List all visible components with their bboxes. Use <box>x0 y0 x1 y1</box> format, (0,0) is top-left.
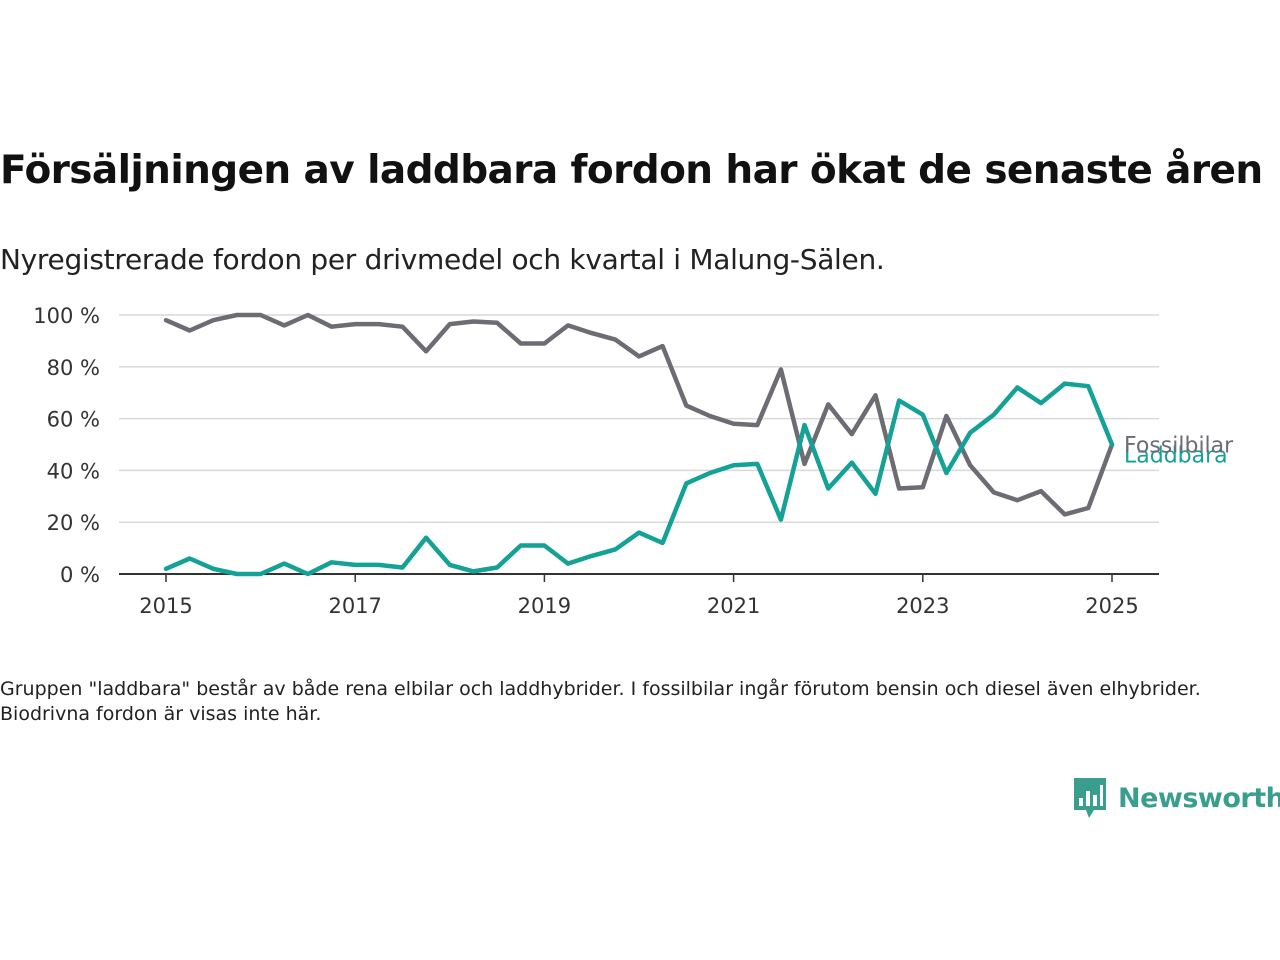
series-lines <box>163 312 1115 577</box>
series-label-fossilbilar: Fossilbilar <box>1124 434 1234 459</box>
footnote: Gruppen "laddbara" består av både rena e… <box>0 678 1201 725</box>
x-tick-label: 2023 <box>896 594 949 618</box>
x-tick-label: 2017 <box>328 594 381 618</box>
x-tick-label: 2015 <box>139 594 192 618</box>
x-tick-label: 2019 <box>518 594 571 618</box>
chart-title: Försäljningen av laddbara fordon har öka… <box>0 148 1263 193</box>
x-tick-label: 2025 <box>1085 594 1138 618</box>
x-axis-ticks: 2015 2017 2019 2021 2023 2025 <box>119 573 1159 618</box>
series-line-fossilbilar <box>163 312 1115 517</box>
y-tick-label: 20 % <box>47 511 100 535</box>
y-tick-label: 80 % <box>47 356 100 380</box>
bar-chart-icon <box>1074 778 1106 818</box>
series-line-laddbara <box>163 381 1115 577</box>
line-chart: 0 % 20 % 40 % 60 % 80 % 100 % 2015 2017 2019 202… <box>33 304 1234 618</box>
y-axis-ticks: 0 % 20 % 40 % 60 % 80 % 100 % <box>33 304 100 587</box>
y-tick-label: 40 % <box>47 459 100 483</box>
y-tick-label: 100 % <box>33 304 100 328</box>
y-tick-label: 0 % <box>60 563 100 587</box>
y-tick-label: 60 % <box>47 408 100 432</box>
x-tick-label: 2021 <box>707 594 760 618</box>
series-label-laddbara: Laddbara <box>1124 444 1228 469</box>
grid-lines <box>119 314 1159 523</box>
brand-name: Newsworthy <box>1118 782 1280 814</box>
chart-subtitle: Nyregistrerade fordon per drivmedel och … <box>0 243 885 276</box>
newsworthy-logo[interactable]: Newsworthy <box>1072 776 1280 820</box>
